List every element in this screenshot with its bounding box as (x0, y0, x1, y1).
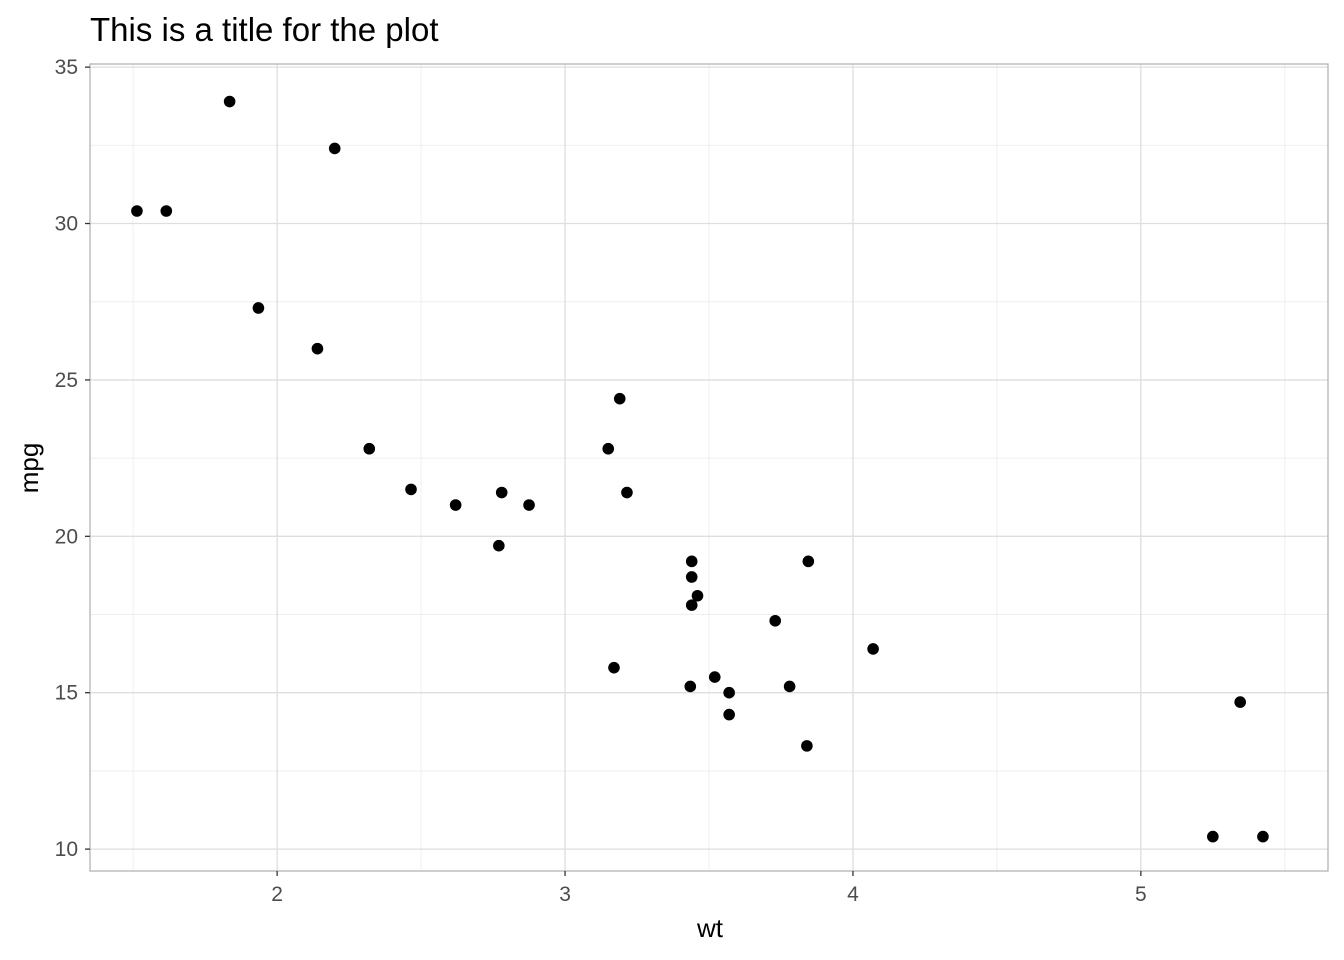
y-tick-label: 25 (55, 369, 78, 392)
data-point (723, 708, 735, 721)
data-point (708, 671, 721, 683)
data-point (602, 442, 615, 455)
data-point (685, 555, 698, 568)
x-axis-ticks: 2 3 4 5 (271, 871, 1147, 906)
y-tick-label: 35 (55, 56, 78, 79)
data-point (802, 555, 815, 568)
x-tick-label: 3 (559, 883, 571, 906)
data-point (328, 142, 341, 155)
data-point (691, 589, 704, 602)
data-point (495, 486, 508, 499)
major-gridlines (90, 64, 1328, 871)
x-tick-label: 5 (1135, 883, 1147, 906)
minor-gridlines (90, 64, 1328, 871)
data-point (449, 499, 462, 511)
data-point (1234, 696, 1246, 708)
data-point (311, 342, 324, 355)
data-point (1257, 830, 1269, 843)
y-axis-title: mpg (14, 443, 44, 494)
data-point (1207, 830, 1219, 843)
data-point (493, 539, 505, 552)
data-point (608, 661, 620, 674)
data-point (405, 483, 417, 496)
data-point (160, 205, 173, 217)
data-point (684, 680, 697, 693)
data-point (223, 95, 236, 108)
y-axis-ticks: 10 15 20 25 30 35 (55, 56, 90, 861)
data-point (523, 499, 535, 511)
y-tick-label: 30 (55, 213, 78, 236)
data-point (769, 614, 782, 627)
data-point (363, 442, 376, 455)
y-tick-label: 10 (55, 838, 78, 861)
x-axis-title: wt (696, 913, 724, 943)
data-point (801, 740, 813, 752)
y-tick-label: 15 (55, 682, 78, 705)
data-points (131, 95, 1269, 843)
panel-border (89, 63, 1329, 872)
x-tick-label: 4 (847, 883, 859, 906)
data-point (131, 205, 143, 217)
data-point (621, 486, 633, 499)
data-point (685, 599, 698, 611)
data-point (252, 302, 265, 314)
data-point (867, 643, 879, 655)
chart-title: This is a title for the plot (90, 11, 438, 48)
data-point (723, 686, 735, 699)
data-point (783, 680, 796, 693)
x-tick-label: 2 (271, 883, 283, 906)
data-point (685, 571, 698, 583)
data-point (613, 392, 626, 405)
y-tick-label: 20 (55, 525, 78, 548)
